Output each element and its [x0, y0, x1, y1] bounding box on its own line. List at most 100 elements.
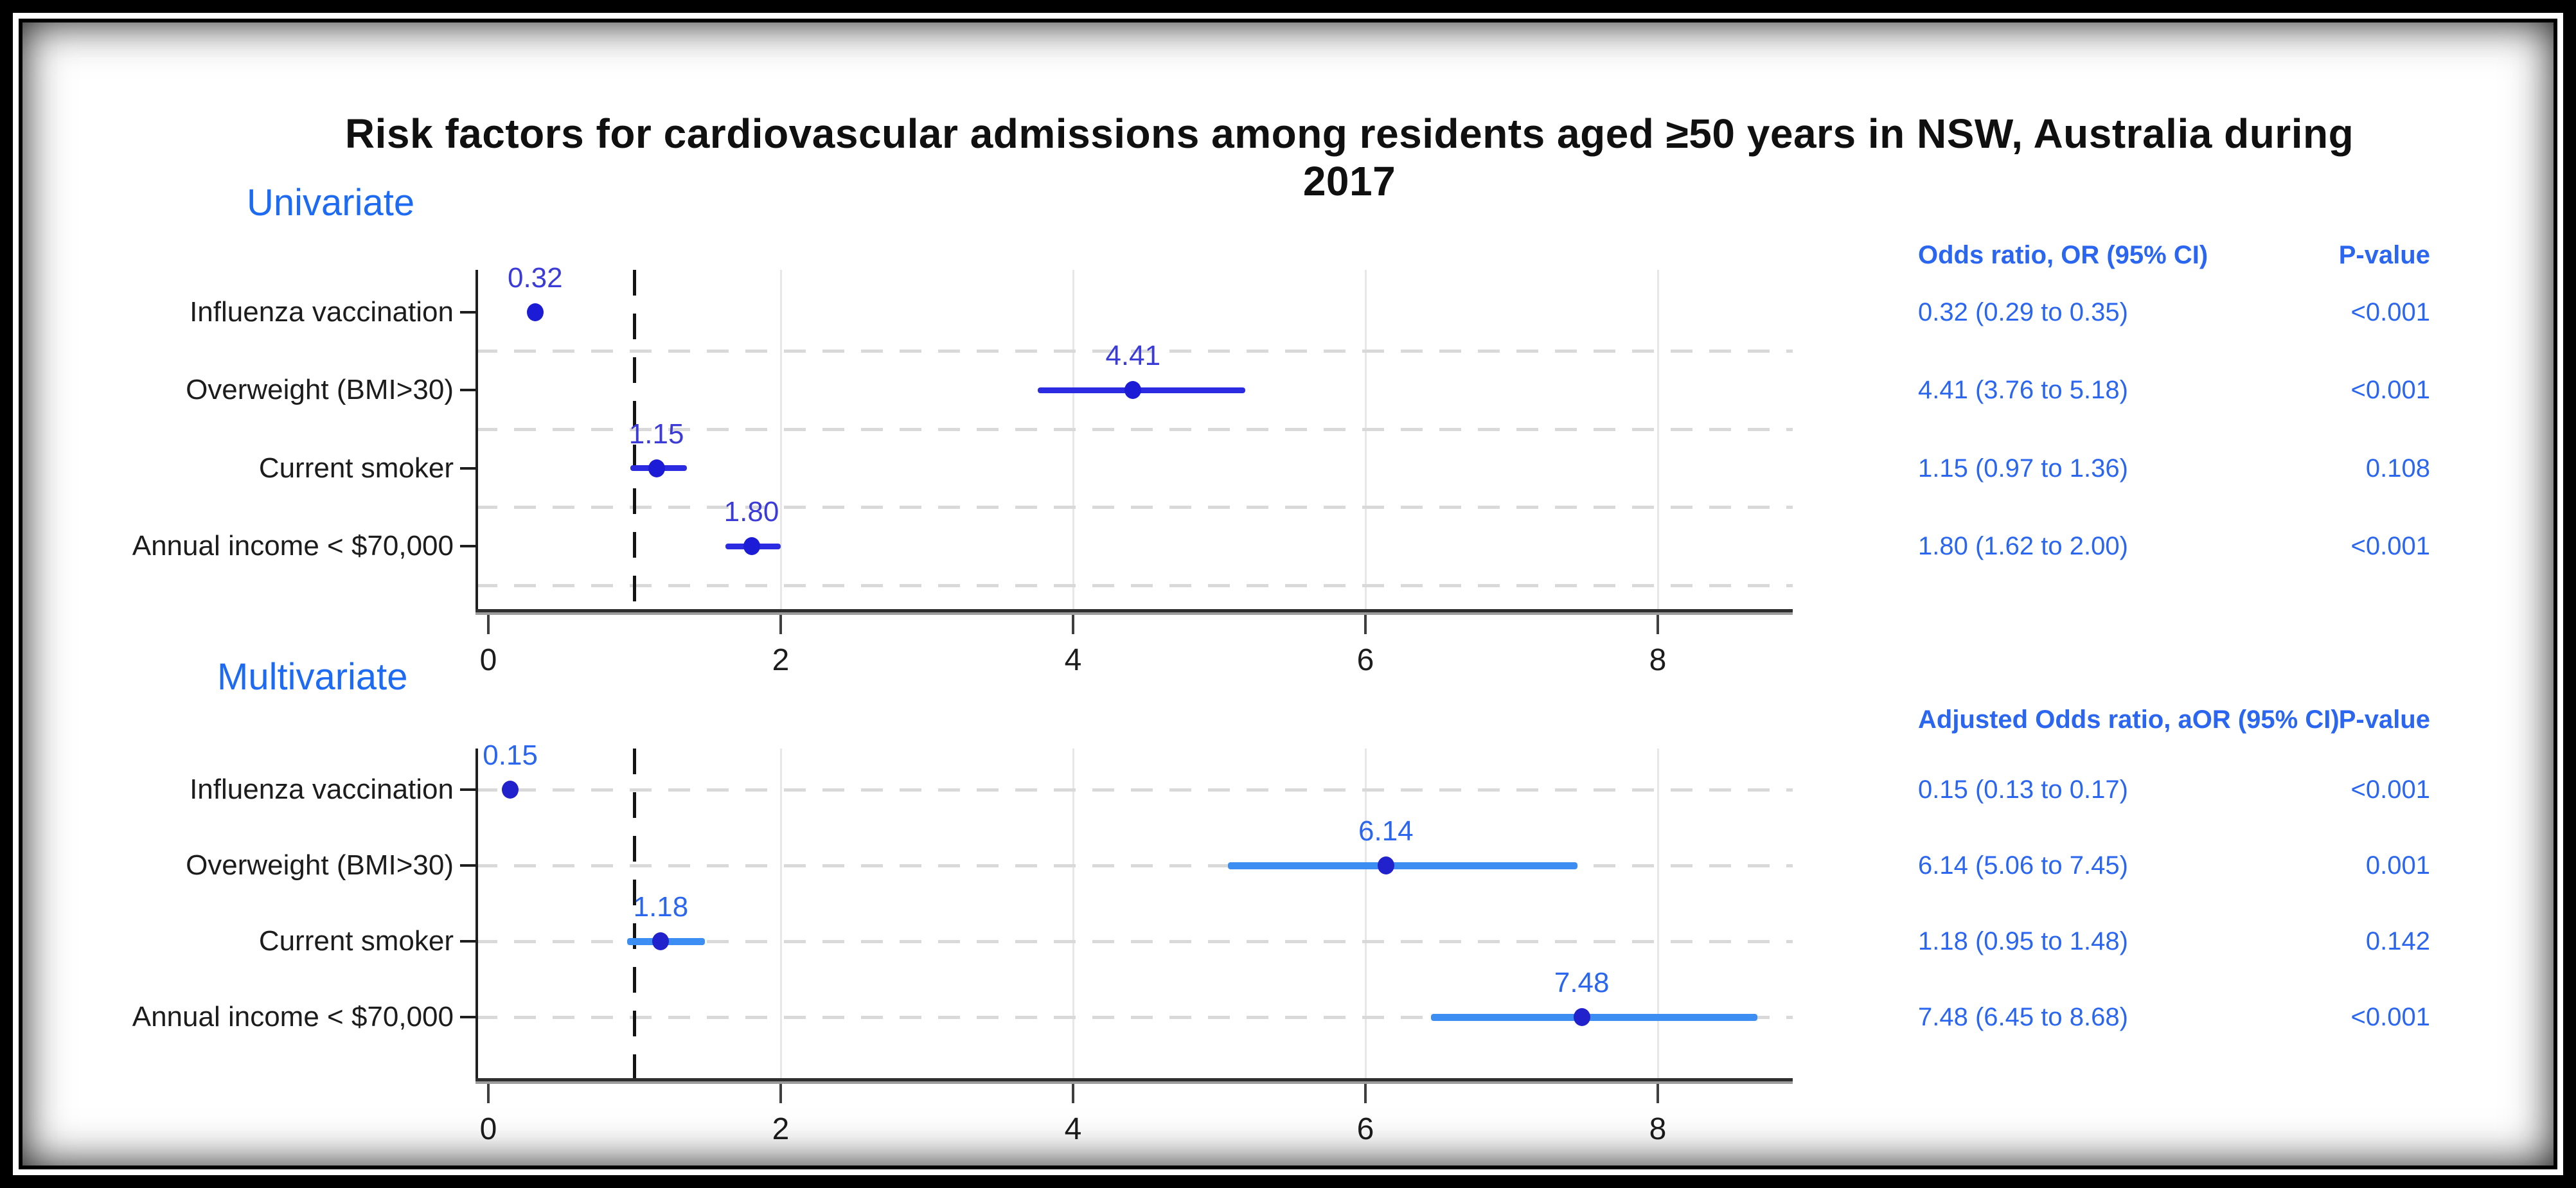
- table-p-cell: <0.001: [2350, 776, 2430, 804]
- x-tick: [779, 1084, 782, 1103]
- v-gridline: [1657, 749, 1659, 1078]
- table-p-cell: <0.001: [2350, 298, 2430, 326]
- y-tick: [460, 545, 477, 548]
- point-value-label: 6.14: [1358, 815, 1414, 847]
- h-gridline: [475, 583, 1793, 587]
- x-tick: [1072, 1084, 1074, 1103]
- point-dot: [743, 537, 760, 556]
- table-or-cell: 6.14 (5.06 to 7.45): [1918, 851, 2128, 880]
- table-or-cell: 4.41 (3.76 to 5.18): [1918, 376, 2128, 405]
- point-value-label: 1.18: [633, 891, 689, 923]
- x-tick-label: 2: [772, 1112, 790, 1146]
- category-label: Influenza vaccination: [190, 774, 454, 806]
- reference-line: [633, 749, 636, 1078]
- point-value-label: 7.48: [1554, 967, 1610, 999]
- point-value-label: 0.32: [507, 262, 563, 294]
- table-or-cell: 1.80 (1.62 to 2.00): [1918, 532, 2128, 561]
- x-tick-label: 4: [1064, 643, 1082, 677]
- h-gridline: [475, 506, 1793, 510]
- y-tick: [460, 311, 477, 314]
- v-gridline: [779, 749, 782, 1078]
- y-tick: [460, 389, 477, 392]
- univariate-pvalue-header: P-value: [2338, 241, 2430, 269]
- y-tick: [460, 788, 477, 792]
- x-tick-label: 0: [479, 1112, 497, 1146]
- point-dot: [526, 303, 544, 321]
- h-gridline: [475, 350, 1793, 353]
- category-label: Current smoker: [258, 452, 454, 484]
- v-gridline: [1657, 270, 1659, 609]
- point-dot: [648, 459, 665, 477]
- y-tick: [460, 466, 477, 470]
- point-dot: [652, 932, 670, 951]
- ci-line: [1228, 862, 1577, 869]
- x-tick-label: 2: [772, 643, 790, 677]
- table-or-cell: 1.15 (0.97 to 1.36): [1918, 454, 2128, 483]
- table-p-cell: 0.108: [2365, 454, 2430, 483]
- ci-line: [1431, 1013, 1757, 1021]
- x-tick: [1657, 615, 1659, 634]
- x-tick-label: 8: [1649, 643, 1667, 677]
- table-p-cell: 0.142: [2365, 927, 2430, 956]
- y-axis-line: [475, 749, 478, 1081]
- table-p-cell: 0.001: [2365, 851, 2430, 880]
- figure-title: Risk factors for cardiovascular admissio…: [344, 110, 2354, 204]
- h-gridline: [475, 427, 1793, 431]
- category-label: Overweight (BMI>30): [186, 849, 454, 882]
- table-p-cell: <0.001: [2350, 532, 2430, 561]
- table-or-cell: 1.18 (0.95 to 1.48): [1918, 927, 2128, 956]
- figure-frame-border: [19, 19, 2557, 1169]
- x-tick-label: 6: [1356, 643, 1374, 677]
- point-value-label: 1.15: [628, 418, 684, 450]
- y-axis-line: [475, 270, 478, 612]
- v-gridline: [1072, 270, 1074, 609]
- x-tick-label: 0: [479, 643, 497, 677]
- point-dot: [502, 781, 519, 799]
- x-tick-label: 6: [1356, 1112, 1374, 1146]
- y-tick: [460, 1016, 477, 1019]
- v-gridline: [1364, 749, 1367, 1078]
- v-gridline: [779, 270, 782, 609]
- category-label: Annual income < $70,000: [132, 1001, 454, 1033]
- h-gridline: [475, 1015, 1793, 1019]
- table-p-cell: <0.001: [2350, 1003, 2430, 1032]
- category-label: Annual income < $70,000: [132, 530, 454, 562]
- multivariate-aor-header: Adjusted Odds ratio, aOR (95% CI): [1918, 705, 2340, 734]
- category-label: Overweight (BMI>30): [186, 374, 454, 406]
- point-dot: [1377, 856, 1394, 875]
- x-tick: [487, 1084, 490, 1103]
- x-tick: [779, 615, 782, 634]
- reference-line: [633, 270, 636, 609]
- x-axis-line: [475, 1078, 1793, 1084]
- h-gridline: [475, 788, 1793, 792]
- x-axis-line: [475, 609, 1793, 615]
- h-gridline: [475, 864, 1793, 867]
- ci-line: [1038, 387, 1246, 393]
- category-label: Influenza vaccination: [190, 296, 454, 328]
- point-value-label: 1.80: [724, 496, 779, 528]
- x-tick: [487, 615, 490, 634]
- x-tick: [1072, 615, 1074, 634]
- point-dot: [1573, 1008, 1590, 1027]
- v-gridline: [1072, 749, 1074, 1078]
- point-value-label: 0.15: [483, 740, 538, 772]
- point-dot: [1124, 381, 1142, 400]
- v-gridline: [1364, 270, 1367, 609]
- table-or-cell: 0.32 (0.29 to 0.35): [1918, 298, 2128, 326]
- x-tick: [1657, 1084, 1659, 1103]
- table-p-cell: <0.001: [2350, 376, 2430, 405]
- x-tick: [1364, 615, 1367, 634]
- x-tick-label: 8: [1649, 1112, 1667, 1146]
- h-gridline: [475, 939, 1793, 943]
- multivariate-section-label: Multivariate: [217, 656, 408, 698]
- multivariate-pvalue-header: P-value: [2338, 705, 2430, 734]
- x-tick: [1364, 1084, 1367, 1103]
- y-tick: [460, 864, 477, 867]
- table-or-cell: 0.15 (0.13 to 0.17): [1918, 776, 2128, 804]
- point-value-label: 4.41: [1105, 340, 1161, 372]
- y-tick: [460, 940, 477, 943]
- univariate-section-label: Univariate: [247, 182, 415, 224]
- category-label: Current smoker: [258, 925, 454, 957]
- univariate-or-header: Odds ratio, OR (95% CI): [1918, 241, 2208, 269]
